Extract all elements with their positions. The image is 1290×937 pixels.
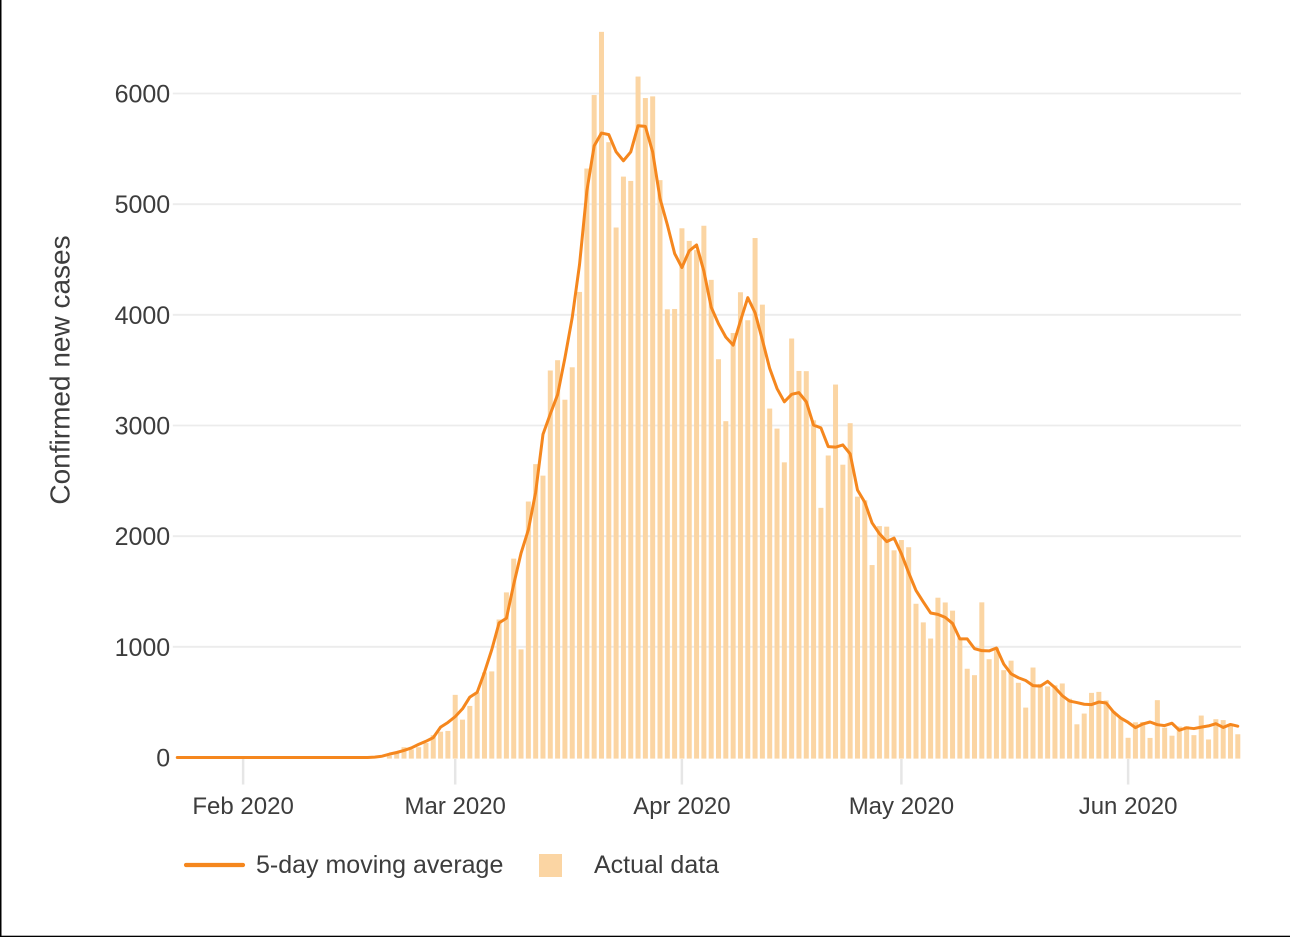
svg-text:Confirmed new cases: Confirmed new cases	[45, 235, 76, 504]
svg-text:4000: 4000	[115, 302, 171, 330]
svg-text:5-day moving average: 5-day moving average	[256, 851, 503, 879]
svg-text:2000: 2000	[115, 523, 171, 551]
svg-text:3000: 3000	[115, 413, 171, 441]
svg-text:0: 0	[156, 745, 170, 773]
svg-text:Apr 2020: Apr 2020	[633, 793, 730, 820]
svg-text:5000: 5000	[115, 191, 171, 219]
svg-text:May 2020: May 2020	[849, 793, 954, 820]
svg-text:Actual data: Actual data	[594, 851, 719, 879]
svg-text:Mar 2020: Mar 2020	[405, 793, 506, 820]
svg-text:Feb 2020: Feb 2020	[192, 793, 293, 820]
svg-text:1000: 1000	[115, 634, 171, 662]
svg-text:Jun 2020: Jun 2020	[1079, 793, 1178, 820]
svg-text:6000: 6000	[115, 81, 171, 109]
